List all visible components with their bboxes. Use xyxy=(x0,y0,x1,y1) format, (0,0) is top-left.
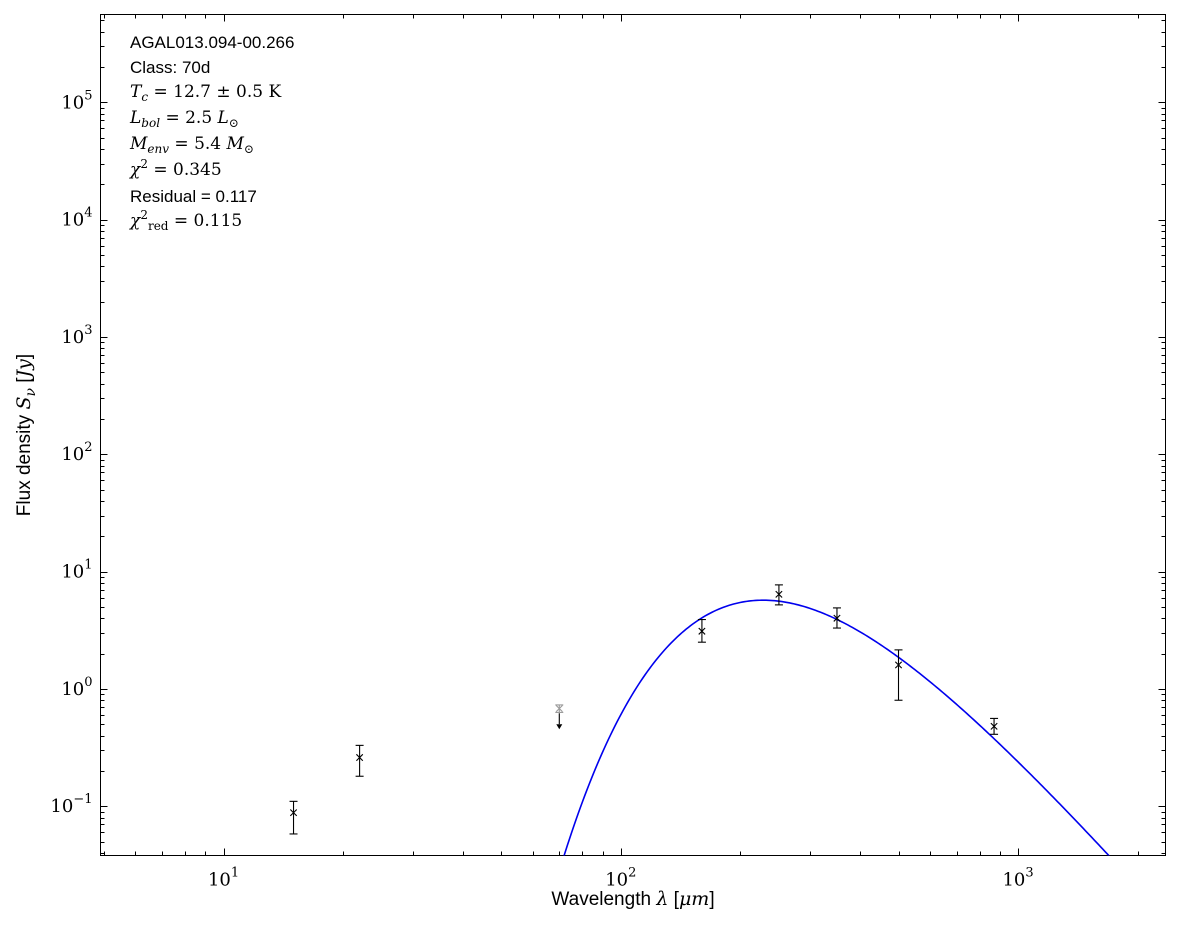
y-tick-label: 100 xyxy=(61,675,92,700)
annotation-line: Tc = 12.7 ± 0.5 K xyxy=(130,80,294,106)
annotation-segment: AGAL013.094-00.266 xyxy=(130,33,295,52)
data-point xyxy=(355,744,364,777)
annotation-segment: = 2.5 xyxy=(160,108,218,128)
data-point xyxy=(832,607,841,629)
y-tick-label: 104 xyxy=(61,206,92,231)
x-tick-label: 101 xyxy=(208,866,239,891)
annotation-segment: red xyxy=(147,219,169,233)
y-tick-label: 103 xyxy=(61,323,92,348)
annotation-segment: bol xyxy=(141,116,161,130)
annotation-segment: M xyxy=(130,134,148,154)
x-marker xyxy=(990,722,998,730)
annotation-line: Class: 70d xyxy=(130,55,294,80)
y-tick-label: 102 xyxy=(61,440,92,465)
annotation-line: Residual = 0.117 xyxy=(130,184,294,209)
annotation-segment: T xyxy=(130,82,142,102)
annotation-line: Lbol = 2.5 L⊙ xyxy=(130,106,294,132)
annotation-segment: 2 xyxy=(140,208,148,222)
x-marker xyxy=(894,661,903,669)
y-tick-label: 10−1 xyxy=(50,792,92,817)
data-point xyxy=(990,717,999,735)
annotation-segment: L xyxy=(130,108,142,128)
annotation-line: χ2 = 0.345 xyxy=(130,157,294,184)
data-points xyxy=(289,584,999,835)
annotation-segment: χ xyxy=(130,211,141,231)
y-tick-label: 105 xyxy=(61,88,92,113)
data-point xyxy=(894,649,903,701)
annotation-line: χ2red = 0.115 xyxy=(130,208,294,235)
data-point xyxy=(697,618,706,643)
annotation-segment: = 0.115 xyxy=(168,211,243,231)
annotation-block: AGAL013.094-00.266 Class: 70d Tc = 12.7 ± … xyxy=(130,30,294,235)
annotation-segment: L xyxy=(217,108,229,128)
upper-limit-marker xyxy=(556,713,563,730)
x-marker xyxy=(555,704,563,713)
x-marker xyxy=(833,614,841,622)
y-axis-label: Flux density Sν [Jy] xyxy=(13,354,39,516)
data-point xyxy=(289,800,298,835)
data-point xyxy=(555,704,564,713)
annotation-segment: ⊙ xyxy=(243,142,255,156)
x-marker xyxy=(289,809,298,817)
annotation-line: AGAL013.094-00.266 xyxy=(130,30,294,55)
x-marker xyxy=(356,753,364,762)
annotation-segment: M xyxy=(226,134,244,154)
annotation-segment: env xyxy=(147,142,170,156)
annotation-segment: Class: 70d xyxy=(130,58,211,77)
x-tick-label: 102 xyxy=(605,866,636,891)
axis-ticks xyxy=(100,14,1166,856)
x-tick-label: 103 xyxy=(1002,866,1033,891)
annotation-segment: = 5.4 xyxy=(169,134,227,154)
x-marker xyxy=(698,627,706,635)
annotation-segment: ⊙ xyxy=(228,116,239,130)
y-tick-label: 101 xyxy=(61,558,92,583)
annotation-segment: = 12.7 ± 0.5 K xyxy=(148,82,282,102)
annotation-segment: c xyxy=(141,90,149,104)
x-marker xyxy=(775,590,783,598)
annotation-segment: Residual = 0.117 xyxy=(130,187,257,206)
annotation-segment: = 0.345 xyxy=(147,160,222,180)
annotation-segment: χ xyxy=(130,160,141,180)
annotation-segment: 2 xyxy=(140,157,148,171)
plot-border xyxy=(100,14,1166,856)
model-curve xyxy=(563,599,1110,856)
annotation-line: Menv = 5.4 M⊙ xyxy=(130,132,294,158)
data-point xyxy=(774,584,783,606)
x-axis-label: Wavelength λ [μm] xyxy=(551,888,714,910)
upper-limit-arrowhead xyxy=(556,724,563,730)
tick-labels: 101 102 103 10−1 100 101 102 103 104 105 xyxy=(50,88,1033,890)
